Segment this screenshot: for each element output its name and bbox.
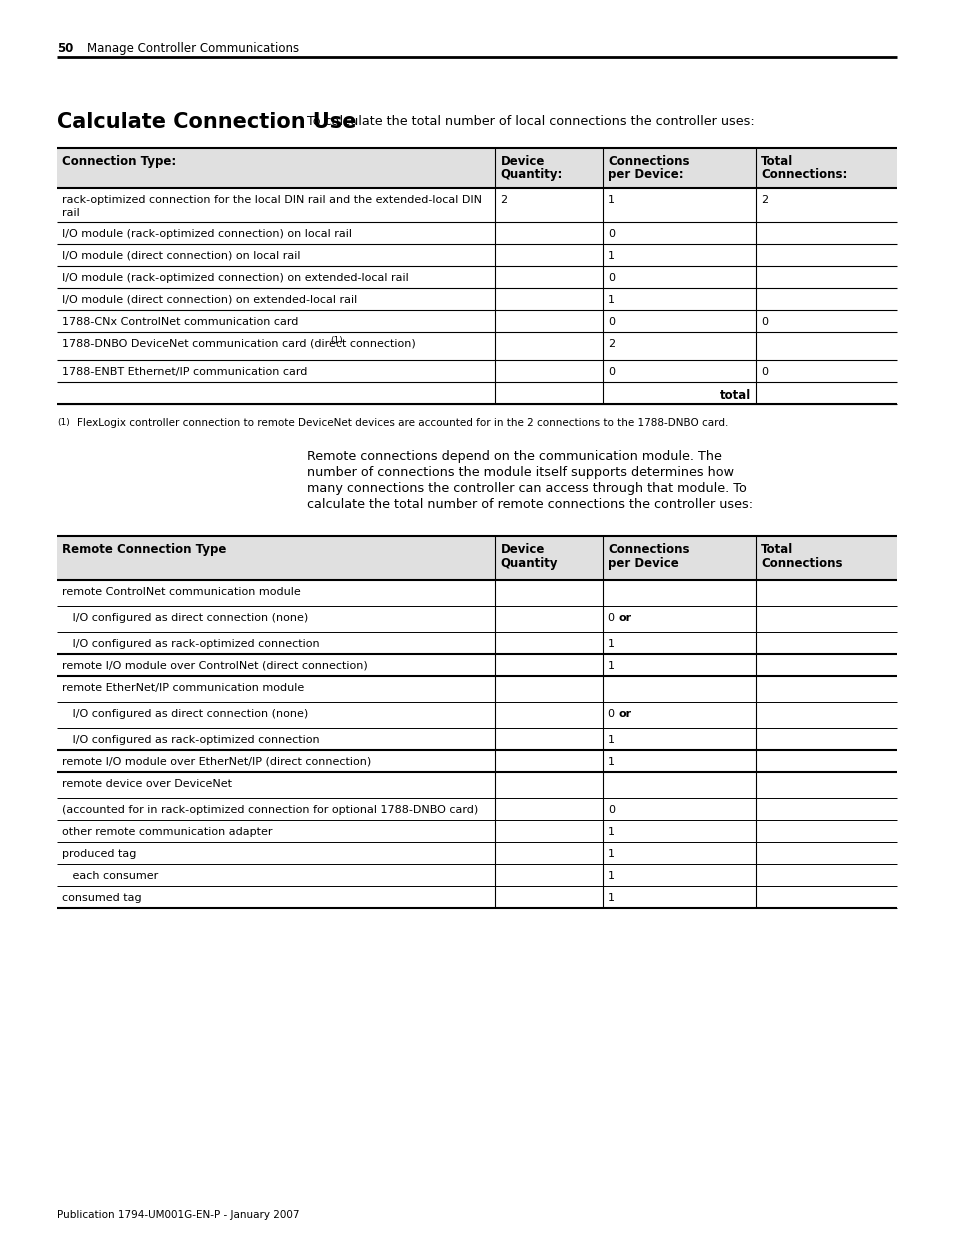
- Text: 0: 0: [607, 709, 618, 719]
- Text: 1: 1: [607, 827, 615, 837]
- Text: consumed tag: consumed tag: [62, 893, 141, 903]
- Text: 2: 2: [760, 195, 767, 205]
- Text: remote EtherNet/IP communication module: remote EtherNet/IP communication module: [62, 683, 304, 693]
- Text: 0: 0: [760, 367, 767, 377]
- Text: Connections: Connections: [607, 156, 689, 168]
- Text: remote I/O module over ControlNet (direct connection): remote I/O module over ControlNet (direc…: [62, 661, 367, 671]
- Text: 2: 2: [500, 195, 507, 205]
- Text: produced tag: produced tag: [62, 848, 136, 860]
- Bar: [57, 536, 896, 580]
- Text: calculate the total number of remote connections the controller uses:: calculate the total number of remote con…: [307, 498, 752, 511]
- Text: 1: 1: [607, 757, 615, 767]
- Text: Calculate Connection Use: Calculate Connection Use: [57, 112, 356, 132]
- Bar: [57, 148, 896, 188]
- Text: 1: 1: [607, 295, 615, 305]
- Text: 0: 0: [607, 367, 615, 377]
- Text: I/O module (direct connection) on extended-local rail: I/O module (direct connection) on extend…: [62, 295, 356, 305]
- Text: 0: 0: [607, 613, 618, 622]
- Text: number of connections the module itself supports determines how: number of connections the module itself …: [307, 466, 733, 479]
- Text: I/O configured as direct connection (none): I/O configured as direct connection (non…: [62, 709, 308, 719]
- Text: I/O module (direct connection) on local rail: I/O module (direct connection) on local …: [62, 251, 300, 261]
- Text: I/O module (rack-optimized connection) on local rail: I/O module (rack-optimized connection) o…: [62, 228, 352, 240]
- Text: Quantity:: Quantity:: [500, 168, 562, 182]
- Text: (1): (1): [57, 417, 70, 427]
- Text: Device: Device: [500, 156, 544, 168]
- Text: other remote communication adapter: other remote communication adapter: [62, 827, 273, 837]
- Text: 0: 0: [760, 317, 767, 327]
- Text: 0: 0: [607, 317, 615, 327]
- Text: 1788-DNBO DeviceNet communication card (direct connection): 1788-DNBO DeviceNet communication card (…: [62, 338, 416, 350]
- Text: 1788-ENBT Ethernet/IP communication card: 1788-ENBT Ethernet/IP communication card: [62, 367, 307, 377]
- Text: per Device: per Device: [607, 557, 678, 571]
- Text: 1: 1: [607, 893, 615, 903]
- Text: I/O configured as direct connection (none): I/O configured as direct connection (non…: [62, 613, 308, 622]
- Text: I/O configured as rack-optimized connection: I/O configured as rack-optimized connect…: [62, 735, 319, 745]
- Text: 0: 0: [607, 228, 615, 240]
- Text: 2: 2: [607, 338, 615, 350]
- Text: rail: rail: [62, 207, 80, 219]
- Text: remote I/O module over EtherNet/IP (direct connection): remote I/O module over EtherNet/IP (dire…: [62, 757, 371, 767]
- Text: Publication 1794-UM001G-EN-P - January 2007: Publication 1794-UM001G-EN-P - January 2…: [57, 1210, 299, 1220]
- Text: (accounted for in rack-optimized connection for optional 1788-DNBO card): (accounted for in rack-optimized connect…: [62, 805, 477, 815]
- Text: total: total: [719, 389, 750, 403]
- Text: 1: 1: [607, 195, 615, 205]
- Text: FlexLogix controller connection to remote DeviceNet devices are accounted for in: FlexLogix controller connection to remot…: [77, 417, 727, 429]
- Text: Connections: Connections: [607, 543, 689, 556]
- Text: I/O configured as rack-optimized connection: I/O configured as rack-optimized connect…: [62, 638, 319, 650]
- Text: Quantity: Quantity: [500, 557, 558, 571]
- Text: I/O module (rack-optimized connection) on extended-local rail: I/O module (rack-optimized connection) o…: [62, 273, 408, 283]
- Text: (1): (1): [330, 336, 342, 345]
- Text: 1: 1: [607, 871, 615, 881]
- Text: remote device over DeviceNet: remote device over DeviceNet: [62, 779, 232, 789]
- Text: 0: 0: [607, 273, 615, 283]
- Text: 0: 0: [607, 805, 615, 815]
- Text: Manage Controller Communications: Manage Controller Communications: [87, 42, 299, 56]
- Text: Total: Total: [760, 156, 792, 168]
- Text: Connection Type:: Connection Type:: [62, 156, 176, 168]
- Text: 1: 1: [607, 848, 615, 860]
- Text: remote ControlNet communication module: remote ControlNet communication module: [62, 587, 300, 597]
- Text: 1: 1: [607, 735, 615, 745]
- Text: Connections:: Connections:: [760, 168, 846, 182]
- Text: rack-optimized connection for the local DIN rail and the extended-local DIN: rack-optimized connection for the local …: [62, 195, 481, 205]
- Text: or: or: [618, 613, 632, 622]
- Text: Connections: Connections: [760, 557, 841, 571]
- Text: To calculate the total number of local connections the controller uses:: To calculate the total number of local c…: [307, 115, 754, 128]
- Text: per Device:: per Device:: [607, 168, 683, 182]
- Text: Device: Device: [500, 543, 544, 556]
- Text: many connections the controller can access through that module. To: many connections the controller can acce…: [307, 482, 746, 495]
- Text: Remote connections depend on the communication module. The: Remote connections depend on the communi…: [307, 450, 721, 463]
- Text: 1: 1: [607, 638, 615, 650]
- Text: Remote Connection Type: Remote Connection Type: [62, 543, 226, 556]
- Text: 1: 1: [607, 661, 615, 671]
- Text: Total: Total: [760, 543, 792, 556]
- Text: each consumer: each consumer: [62, 871, 158, 881]
- Text: or: or: [618, 709, 632, 719]
- Text: 1788-CNx ControlNet communication card: 1788-CNx ControlNet communication card: [62, 317, 298, 327]
- Text: 1: 1: [607, 251, 615, 261]
- Text: 50: 50: [57, 42, 73, 56]
